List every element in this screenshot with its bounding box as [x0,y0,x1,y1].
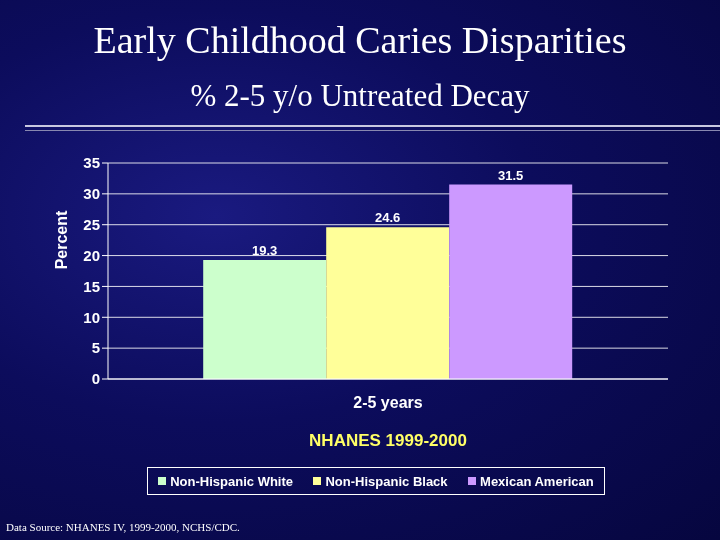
svg-text:35: 35 [83,154,100,171]
html-text:Data Source: NHANES IV, 1999-2: Data Source: NHANES IV, 1999-2000, NCHS/… [6,521,240,533]
html-text:Non-Hispanic White: Non-Hispanic White [170,473,293,489]
svg-text:20: 20 [83,247,100,264]
html-text:Non-Hispanic Black: Non-Hispanic Black [325,473,448,489]
html-text:Percent: Percent [53,210,70,270]
svg-text:31.5: 31.5 [498,168,523,183]
svg-text:30: 30 [83,185,100,202]
svg-text:19.3: 19.3 [252,243,277,258]
html-text:Early Childhood Caries Dispari: Early Childhood Caries Disparities [93,19,627,61]
html-text:Mexican American: Mexican American [480,473,594,489]
html-text:% 2-5 y/o Untreated Decay: % 2-5 y/o Untreated Decay [190,78,530,113]
svg-text:NHANES 1999-2000: NHANES 1999-2000 [309,431,467,450]
svg-text:2-5 years: 2-5 years [353,394,422,411]
svg-text:5: 5 [92,339,100,356]
svg-text:24.6: 24.6 [375,210,400,225]
svg-text:15: 15 [83,278,100,295]
svg-text:25: 25 [83,216,100,233]
svg-text:10: 10 [83,309,100,326]
svg-text:0: 0 [92,370,100,387]
